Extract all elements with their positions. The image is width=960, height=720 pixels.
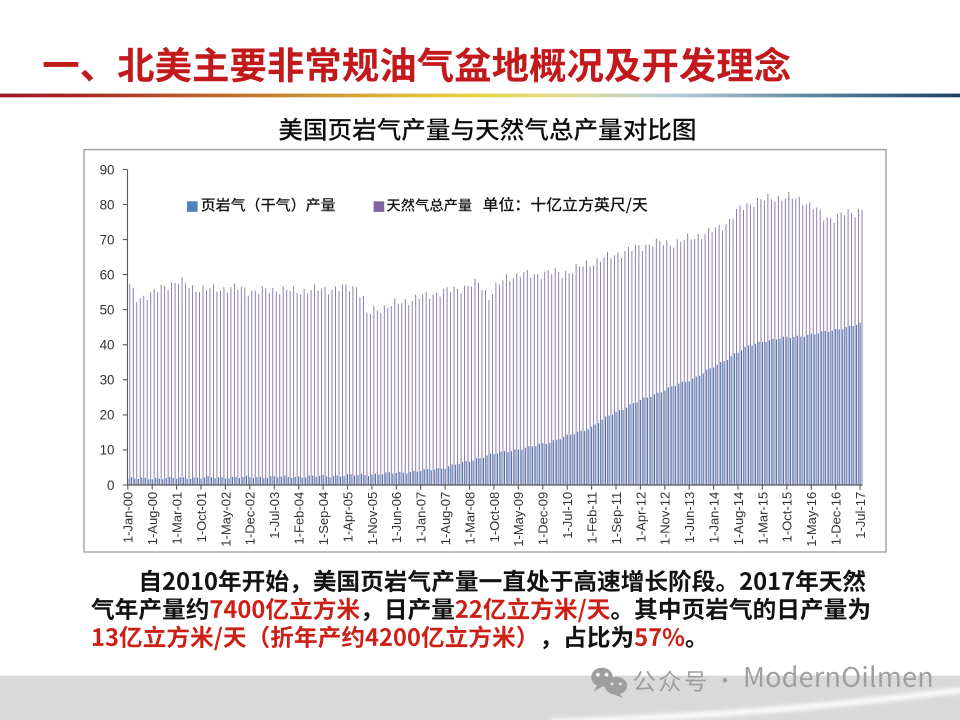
svg-text:1-Jul-10: 1-Jul-10 — [560, 492, 575, 539]
svg-text:90: 90 — [100, 162, 115, 177]
svg-text:1-Sep-04: 1-Sep-04 — [316, 492, 331, 545]
svg-text:1-Jun-06: 1-Jun-06 — [389, 492, 404, 543]
svg-text:1-Oct-08: 1-Oct-08 — [487, 492, 502, 543]
svg-text:1-May-02: 1-May-02 — [218, 492, 233, 547]
svg-text:10: 10 — [100, 443, 115, 458]
svg-text:80: 80 — [100, 197, 115, 212]
svg-text:1-Mar-08: 1-Mar-08 — [462, 492, 477, 545]
svg-text:1-May-16: 1-May-16 — [804, 492, 819, 547]
svg-text:1-Feb-04: 1-Feb-04 — [292, 492, 307, 545]
svg-text:30: 30 — [100, 373, 115, 388]
svg-text:1-Mar-01: 1-Mar-01 — [170, 492, 185, 545]
svg-text:1-Dec-09: 1-Dec-09 — [536, 492, 551, 545]
svg-text:40: 40 — [100, 338, 115, 353]
svg-text:1-Apr-12: 1-Apr-12 — [633, 492, 648, 543]
svg-text:1-Nov-12: 1-Nov-12 — [658, 492, 673, 545]
svg-text:1-Apr-05: 1-Apr-05 — [340, 492, 355, 543]
svg-text:20: 20 — [100, 408, 115, 423]
svg-text:60: 60 — [100, 267, 115, 282]
svg-text:1-Jan-00: 1-Jan-00 — [121, 492, 136, 543]
svg-text:1-Jul-03: 1-Jul-03 — [267, 492, 282, 539]
svg-text:1-Mar-15: 1-Mar-15 — [755, 492, 770, 545]
svg-text:1-May-09: 1-May-09 — [511, 492, 526, 547]
svg-text:70: 70 — [100, 232, 115, 247]
svg-text:1-Jul-17: 1-Jul-17 — [853, 492, 868, 539]
svg-text:50: 50 — [100, 303, 115, 318]
svg-text:1-Dec-02: 1-Dec-02 — [243, 492, 258, 545]
svg-text:0: 0 — [107, 478, 114, 493]
svg-text:1-Jun-13: 1-Jun-13 — [682, 492, 697, 543]
svg-text:1-Dec-16: 1-Dec-16 — [829, 492, 844, 545]
svg-text:1-Aug-00: 1-Aug-00 — [145, 492, 160, 545]
svg-text:1-Aug-07: 1-Aug-07 — [438, 492, 453, 545]
svg-text:1-Aug-14: 1-Aug-14 — [731, 492, 746, 545]
svg-text:1-Jan-07: 1-Jan-07 — [414, 492, 429, 543]
svg-text:1-Sep-11: 1-Sep-11 — [609, 492, 624, 545]
svg-text:1-Jan-14: 1-Jan-14 — [707, 492, 722, 543]
svg-text:1-Feb-11: 1-Feb-11 — [585, 492, 600, 544]
svg-text:1-Oct-15: 1-Oct-15 — [780, 492, 795, 543]
svg-text:1-Nov-05: 1-Nov-05 — [365, 492, 380, 545]
svg-text:1-Oct-01: 1-Oct-01 — [194, 492, 209, 543]
